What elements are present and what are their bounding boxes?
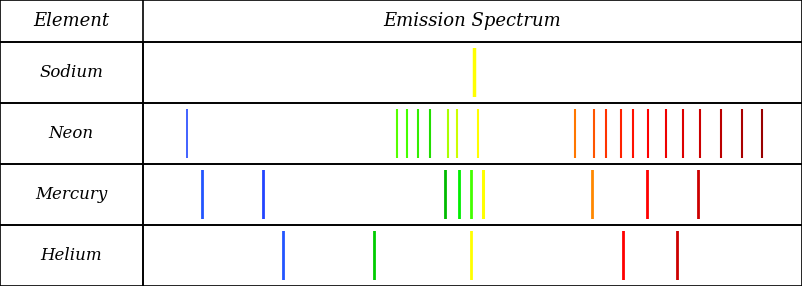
Text: Element: Element bbox=[34, 12, 109, 30]
Text: Mercury: Mercury bbox=[35, 186, 107, 203]
Text: Sodium: Sodium bbox=[39, 64, 103, 81]
Text: Neon: Neon bbox=[49, 125, 94, 142]
Text: Helium: Helium bbox=[41, 247, 102, 264]
Text: Emission Spectrum: Emission Spectrum bbox=[383, 12, 561, 30]
